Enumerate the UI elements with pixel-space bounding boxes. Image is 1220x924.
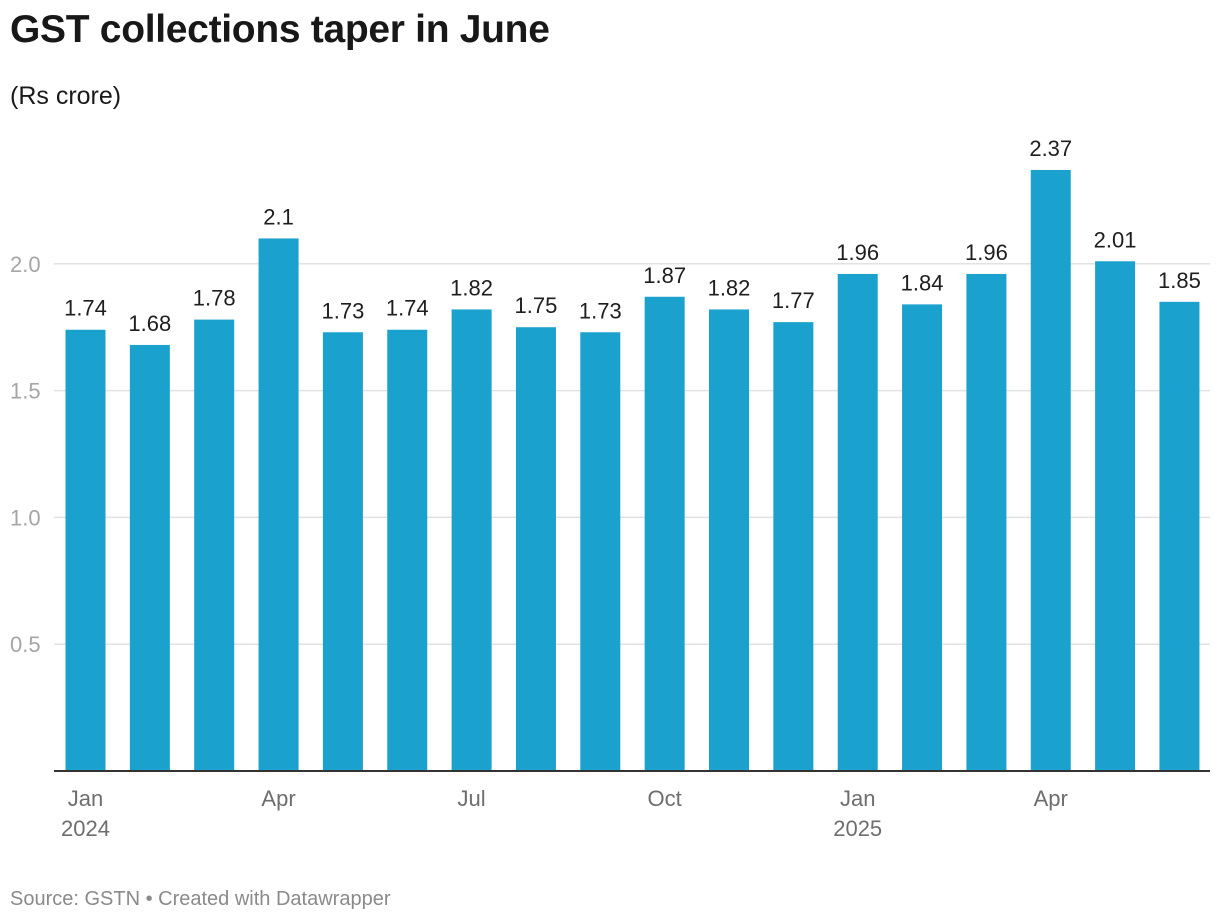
x-tick-label: Apr (261, 786, 295, 811)
bar (902, 304, 943, 771)
y-tick-label: 2.0 (10, 252, 41, 277)
bar (709, 309, 749, 771)
x-tick-label: Jan (68, 786, 103, 811)
value-label: 1.96 (836, 240, 879, 265)
value-label: 1.84 (901, 270, 944, 295)
value-label: 1.87 (643, 263, 686, 288)
chart-title: GST collections taper in June (10, 8, 550, 51)
grid-lines (54, 263, 1210, 645)
bar (1095, 261, 1136, 771)
value-label: 1.82 (450, 275, 493, 300)
bar (580, 332, 621, 771)
bar (451, 309, 492, 771)
x-tick-year-label: 2024 (61, 816, 110, 841)
value-label: 1.77 (772, 288, 815, 313)
source-footer: Source: GSTN • Created with Datawrapper (10, 888, 391, 910)
bar (194, 319, 235, 771)
x-tick-label: Oct (648, 786, 682, 811)
bars (65, 169, 1200, 771)
bar (1159, 301, 1200, 771)
bar (322, 332, 363, 771)
value-label: 1.74 (386, 296, 429, 321)
x-tick-label: Jul (458, 786, 486, 811)
value-label: 2.01 (1094, 227, 1137, 252)
value-labels: 1.74 1.68 1.78 2.1 1.73 1.74 1.82 1.75 1.73 1.87 1… (64, 136, 1201, 336)
value-label: 2.37 (1029, 136, 1072, 161)
bar (129, 344, 170, 771)
value-label: 1.68 (128, 311, 171, 336)
value-label: 1.82 (708, 275, 751, 300)
chart-subtitle: (Rs crore) (10, 82, 122, 110)
y-tick-label: 1.0 (10, 505, 41, 530)
value-label: 1.78 (193, 286, 236, 311)
value-label: 1.73 (321, 298, 364, 323)
x-tick-label: Apr (1034, 786, 1068, 811)
value-label: 1.74 (64, 296, 107, 321)
bar (644, 296, 685, 771)
bar (515, 327, 556, 771)
bar (966, 273, 1007, 771)
bar-chart: 1.74 1.68 1.78 2.1 1.73 1.74 1.82 1.75 1.73 1.87 1… (10, 136, 1210, 841)
value-label: 1.96 (965, 240, 1008, 265)
bar (65, 329, 106, 771)
bar (773, 322, 814, 771)
value-label: 1.73 (579, 298, 622, 323)
value-label: 2.1 (263, 204, 294, 229)
bar (1030, 169, 1071, 771)
x-tick-label: Jan (840, 786, 875, 811)
bar (258, 238, 299, 771)
y-tick-label: 1.5 (10, 379, 41, 404)
axes: 0.5 1.0 1.5 2.0 Jan 2024 Apr Jul Oct Jan 2025 Apr (10, 252, 1210, 841)
y-tick-label: 0.5 (10, 632, 41, 657)
x-tick-year-label: 2025 (833, 816, 882, 841)
bar (387, 329, 428, 771)
value-label: 1.75 (515, 293, 558, 318)
value-label: 1.85 (1158, 268, 1201, 293)
bar (837, 273, 878, 771)
